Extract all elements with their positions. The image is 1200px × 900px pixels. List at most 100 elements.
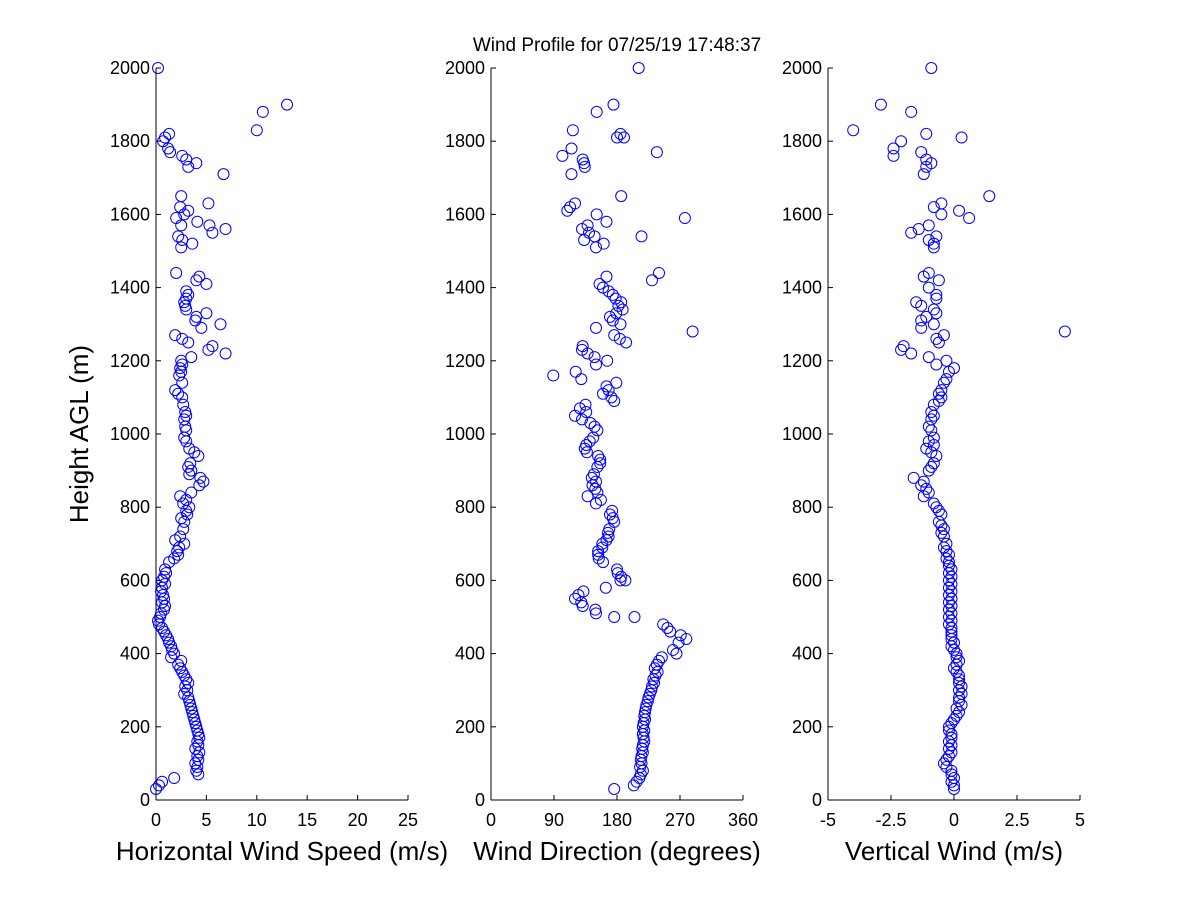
direction-data-point xyxy=(600,380,613,393)
direction-data-point xyxy=(686,325,699,338)
direction-data-point xyxy=(630,775,643,788)
direction-y-tick-label: 1800 xyxy=(445,131,485,151)
direction-data-point xyxy=(600,270,613,283)
vertical-y-tick-label: 200 xyxy=(792,717,822,737)
vertical-data-point xyxy=(905,226,918,239)
speed-y-tick-label: 1400 xyxy=(110,278,150,298)
vertical-data-point xyxy=(942,720,955,733)
vertical-data-point xyxy=(942,611,955,623)
speed-x-tick-label: 0 xyxy=(151,810,161,830)
direction-data-point xyxy=(596,537,609,550)
direction-data-point xyxy=(590,208,603,221)
speed-data-point xyxy=(182,460,195,473)
vertical-data-point xyxy=(922,281,935,294)
direction-y-tick-label: 800 xyxy=(455,497,485,517)
vertical-x-tick-label: 5 xyxy=(1075,810,1085,830)
speed-data-point xyxy=(182,160,195,173)
direction-data-point xyxy=(646,680,658,693)
vertical-data-point xyxy=(983,190,996,203)
vertical-data-point xyxy=(932,387,945,400)
vertical-data-point xyxy=(905,347,918,360)
speed-y-tick-label: 400 xyxy=(120,644,150,664)
vertical-data-point xyxy=(935,519,948,532)
speed-data-point xyxy=(174,490,187,503)
vertical-data-point xyxy=(937,376,950,389)
direction-data-point xyxy=(602,285,615,298)
direction-data-point xyxy=(600,534,613,547)
vertical-data-point xyxy=(935,208,948,221)
vertical-data-point xyxy=(945,739,958,752)
vertical-data-point xyxy=(945,585,958,598)
direction-data-point xyxy=(619,574,632,587)
vertical-data-point xyxy=(945,607,958,620)
direction-data-point xyxy=(597,556,609,569)
direction-y-tick-label: 600 xyxy=(455,570,485,590)
vertical-data-point xyxy=(927,438,940,451)
direction-data-point xyxy=(614,574,627,587)
direction-data-point xyxy=(580,446,593,459)
direction-data-point xyxy=(616,303,629,316)
direction-y-tick-label: 200 xyxy=(455,717,485,737)
speed-data-point xyxy=(156,775,169,788)
speed-data-point xyxy=(169,384,182,397)
speed-data-point xyxy=(214,318,227,331)
direction-data-point xyxy=(590,241,602,254)
speed-data-point xyxy=(175,219,188,232)
speed-data-point xyxy=(203,219,216,232)
speed-data-point xyxy=(206,226,219,239)
direction-data-point xyxy=(648,676,661,689)
vertical-data-point xyxy=(922,420,935,433)
direction-data-point xyxy=(596,541,609,554)
direction-y-tick-label: 1600 xyxy=(445,204,485,224)
direction-data-point xyxy=(564,201,577,214)
vertical-data-point xyxy=(945,563,958,576)
speed-y-axis-label: Height AGL (m) xyxy=(64,345,94,523)
direction-data-point xyxy=(608,395,621,408)
direction-x-tick-label: 0 xyxy=(486,810,496,830)
direction-data-point xyxy=(576,600,589,613)
vertical-data-point xyxy=(945,570,958,583)
vertical-x-tick-label: 2.5 xyxy=(1004,810,1029,830)
direction-x-tick-label: 360 xyxy=(728,810,758,830)
vertical-data-point xyxy=(847,124,860,137)
direction-data-point xyxy=(604,508,616,521)
vertical-data-point xyxy=(927,201,940,214)
speed-y-tick-label: 1600 xyxy=(110,204,150,224)
vertical-data-point xyxy=(925,62,938,74)
speed-data-point xyxy=(183,468,196,481)
direction-data-point xyxy=(614,127,627,140)
direction-data-point xyxy=(580,406,593,419)
speed-data-point xyxy=(177,523,190,536)
direction-data-point xyxy=(607,98,620,111)
horizontal-wind-speed-panel: 0 200 400 600 800 1000 1200 1400 1600 1800 2000 0 5 1… xyxy=(64,58,448,866)
vertical-data-point xyxy=(942,618,955,631)
direction-data-point xyxy=(661,621,674,634)
direction-data-point xyxy=(649,669,662,682)
direction-data-point xyxy=(608,611,621,623)
direction-data-point xyxy=(597,387,609,400)
speed-data-point xyxy=(173,369,186,382)
speed-data-point xyxy=(172,387,185,400)
direction-data-point xyxy=(614,318,627,331)
direction-data-point xyxy=(578,442,591,455)
speed-data-point xyxy=(192,768,205,781)
direction-data-point xyxy=(601,526,614,539)
direction-data-point xyxy=(594,453,607,466)
vertical-data-point xyxy=(953,204,966,217)
vertical-data-point xyxy=(887,142,900,155)
direction-data-point xyxy=(653,266,665,279)
vertical-data-point xyxy=(950,702,963,715)
speed-y-tick-label: 0 xyxy=(140,790,150,810)
speed-data-point xyxy=(176,376,189,389)
vertical-data-point xyxy=(915,299,928,312)
direction-data-point xyxy=(664,625,677,638)
direction-y-tick-label: 2000 xyxy=(445,58,485,78)
speed-data-point xyxy=(202,343,215,356)
direction-data-point xyxy=(584,417,597,430)
vertical-data-point xyxy=(905,105,918,118)
speed-data-point xyxy=(217,168,230,181)
vertical-data-point xyxy=(945,600,958,613)
vertical-data-point xyxy=(940,537,953,550)
